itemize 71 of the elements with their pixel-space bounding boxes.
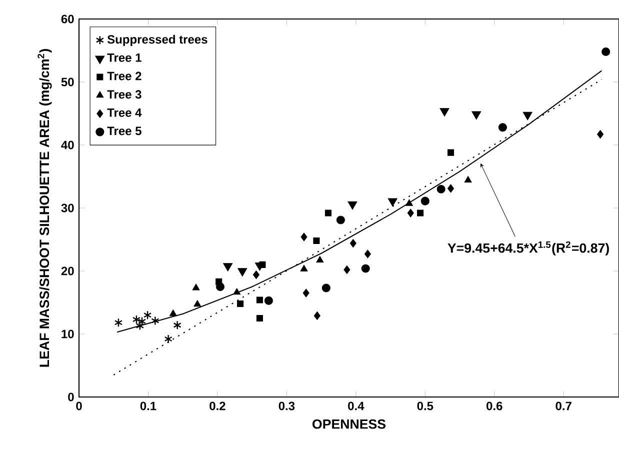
point xyxy=(464,176,472,183)
point xyxy=(314,311,320,320)
y-tick-label: 60 xyxy=(61,14,74,24)
x-tick-label: 0.6 xyxy=(486,402,502,410)
y-tick-label: 20 xyxy=(61,266,74,276)
point xyxy=(440,108,450,116)
point xyxy=(300,232,308,242)
point xyxy=(407,208,414,218)
point xyxy=(256,296,263,304)
y-tick-label: 30 xyxy=(61,204,74,212)
point xyxy=(151,316,160,326)
point xyxy=(472,111,482,120)
y-tick-label: 0 xyxy=(68,392,74,402)
point xyxy=(238,268,248,276)
point xyxy=(324,210,332,216)
x-tick-label: 0.4 xyxy=(348,402,364,410)
legend-label: Suppressed trees xyxy=(107,34,208,46)
point xyxy=(169,310,177,316)
x-axis-title: OPENNESS xyxy=(312,419,386,429)
point xyxy=(344,265,350,274)
point xyxy=(420,196,430,206)
point xyxy=(194,300,202,307)
point xyxy=(223,263,233,272)
x-tick-label: 0 xyxy=(76,402,82,410)
legend-label: Tree 1 xyxy=(107,54,142,62)
x-tick-label: 0.5 xyxy=(417,402,434,410)
point xyxy=(252,270,260,280)
point xyxy=(597,130,604,139)
point xyxy=(233,288,241,295)
point xyxy=(417,210,424,216)
point xyxy=(173,320,182,330)
point xyxy=(361,264,370,273)
legend-label: Tree 5 xyxy=(107,126,142,136)
x-tick-label: 0.1 xyxy=(140,402,156,410)
point xyxy=(114,318,123,328)
y-axis-title: LEAF MASS/SHOOT SILHOUETTE AREA (mg/cm$^{2}$) xyxy=(38,49,52,367)
y-tick-label: 40 xyxy=(61,140,74,150)
point xyxy=(602,47,610,56)
point xyxy=(264,296,273,305)
legend-label: Tree 4 xyxy=(107,108,142,117)
y-tick-label: 10 xyxy=(62,330,74,338)
point xyxy=(348,201,358,210)
x-tick-label: 0.2 xyxy=(210,402,226,410)
point xyxy=(405,199,413,206)
point xyxy=(350,239,356,248)
x-tick-label: 0.3 xyxy=(278,402,295,410)
annotation: Y=9.45+64.5*X$^{1.5}$(R$^{2}$=0.87) xyxy=(448,241,609,256)
point xyxy=(216,282,225,292)
point xyxy=(313,237,320,244)
point xyxy=(522,112,532,120)
point xyxy=(336,216,345,224)
point xyxy=(302,288,310,298)
point xyxy=(447,184,454,193)
point xyxy=(256,314,263,322)
legend-label: Tree 2 xyxy=(107,72,142,80)
point xyxy=(388,198,398,207)
point xyxy=(164,334,172,344)
y-tick-label: 50 xyxy=(61,78,74,86)
point xyxy=(259,261,266,268)
point xyxy=(192,284,200,290)
point xyxy=(447,149,454,156)
point xyxy=(498,123,507,132)
point xyxy=(143,310,152,320)
point xyxy=(300,264,308,272)
point xyxy=(237,300,244,308)
point xyxy=(436,184,446,194)
legend-label: Tree 3 xyxy=(107,90,142,99)
x-tick-label: 0.7 xyxy=(556,402,572,410)
point xyxy=(364,250,371,258)
point xyxy=(322,284,330,292)
point xyxy=(316,256,324,263)
